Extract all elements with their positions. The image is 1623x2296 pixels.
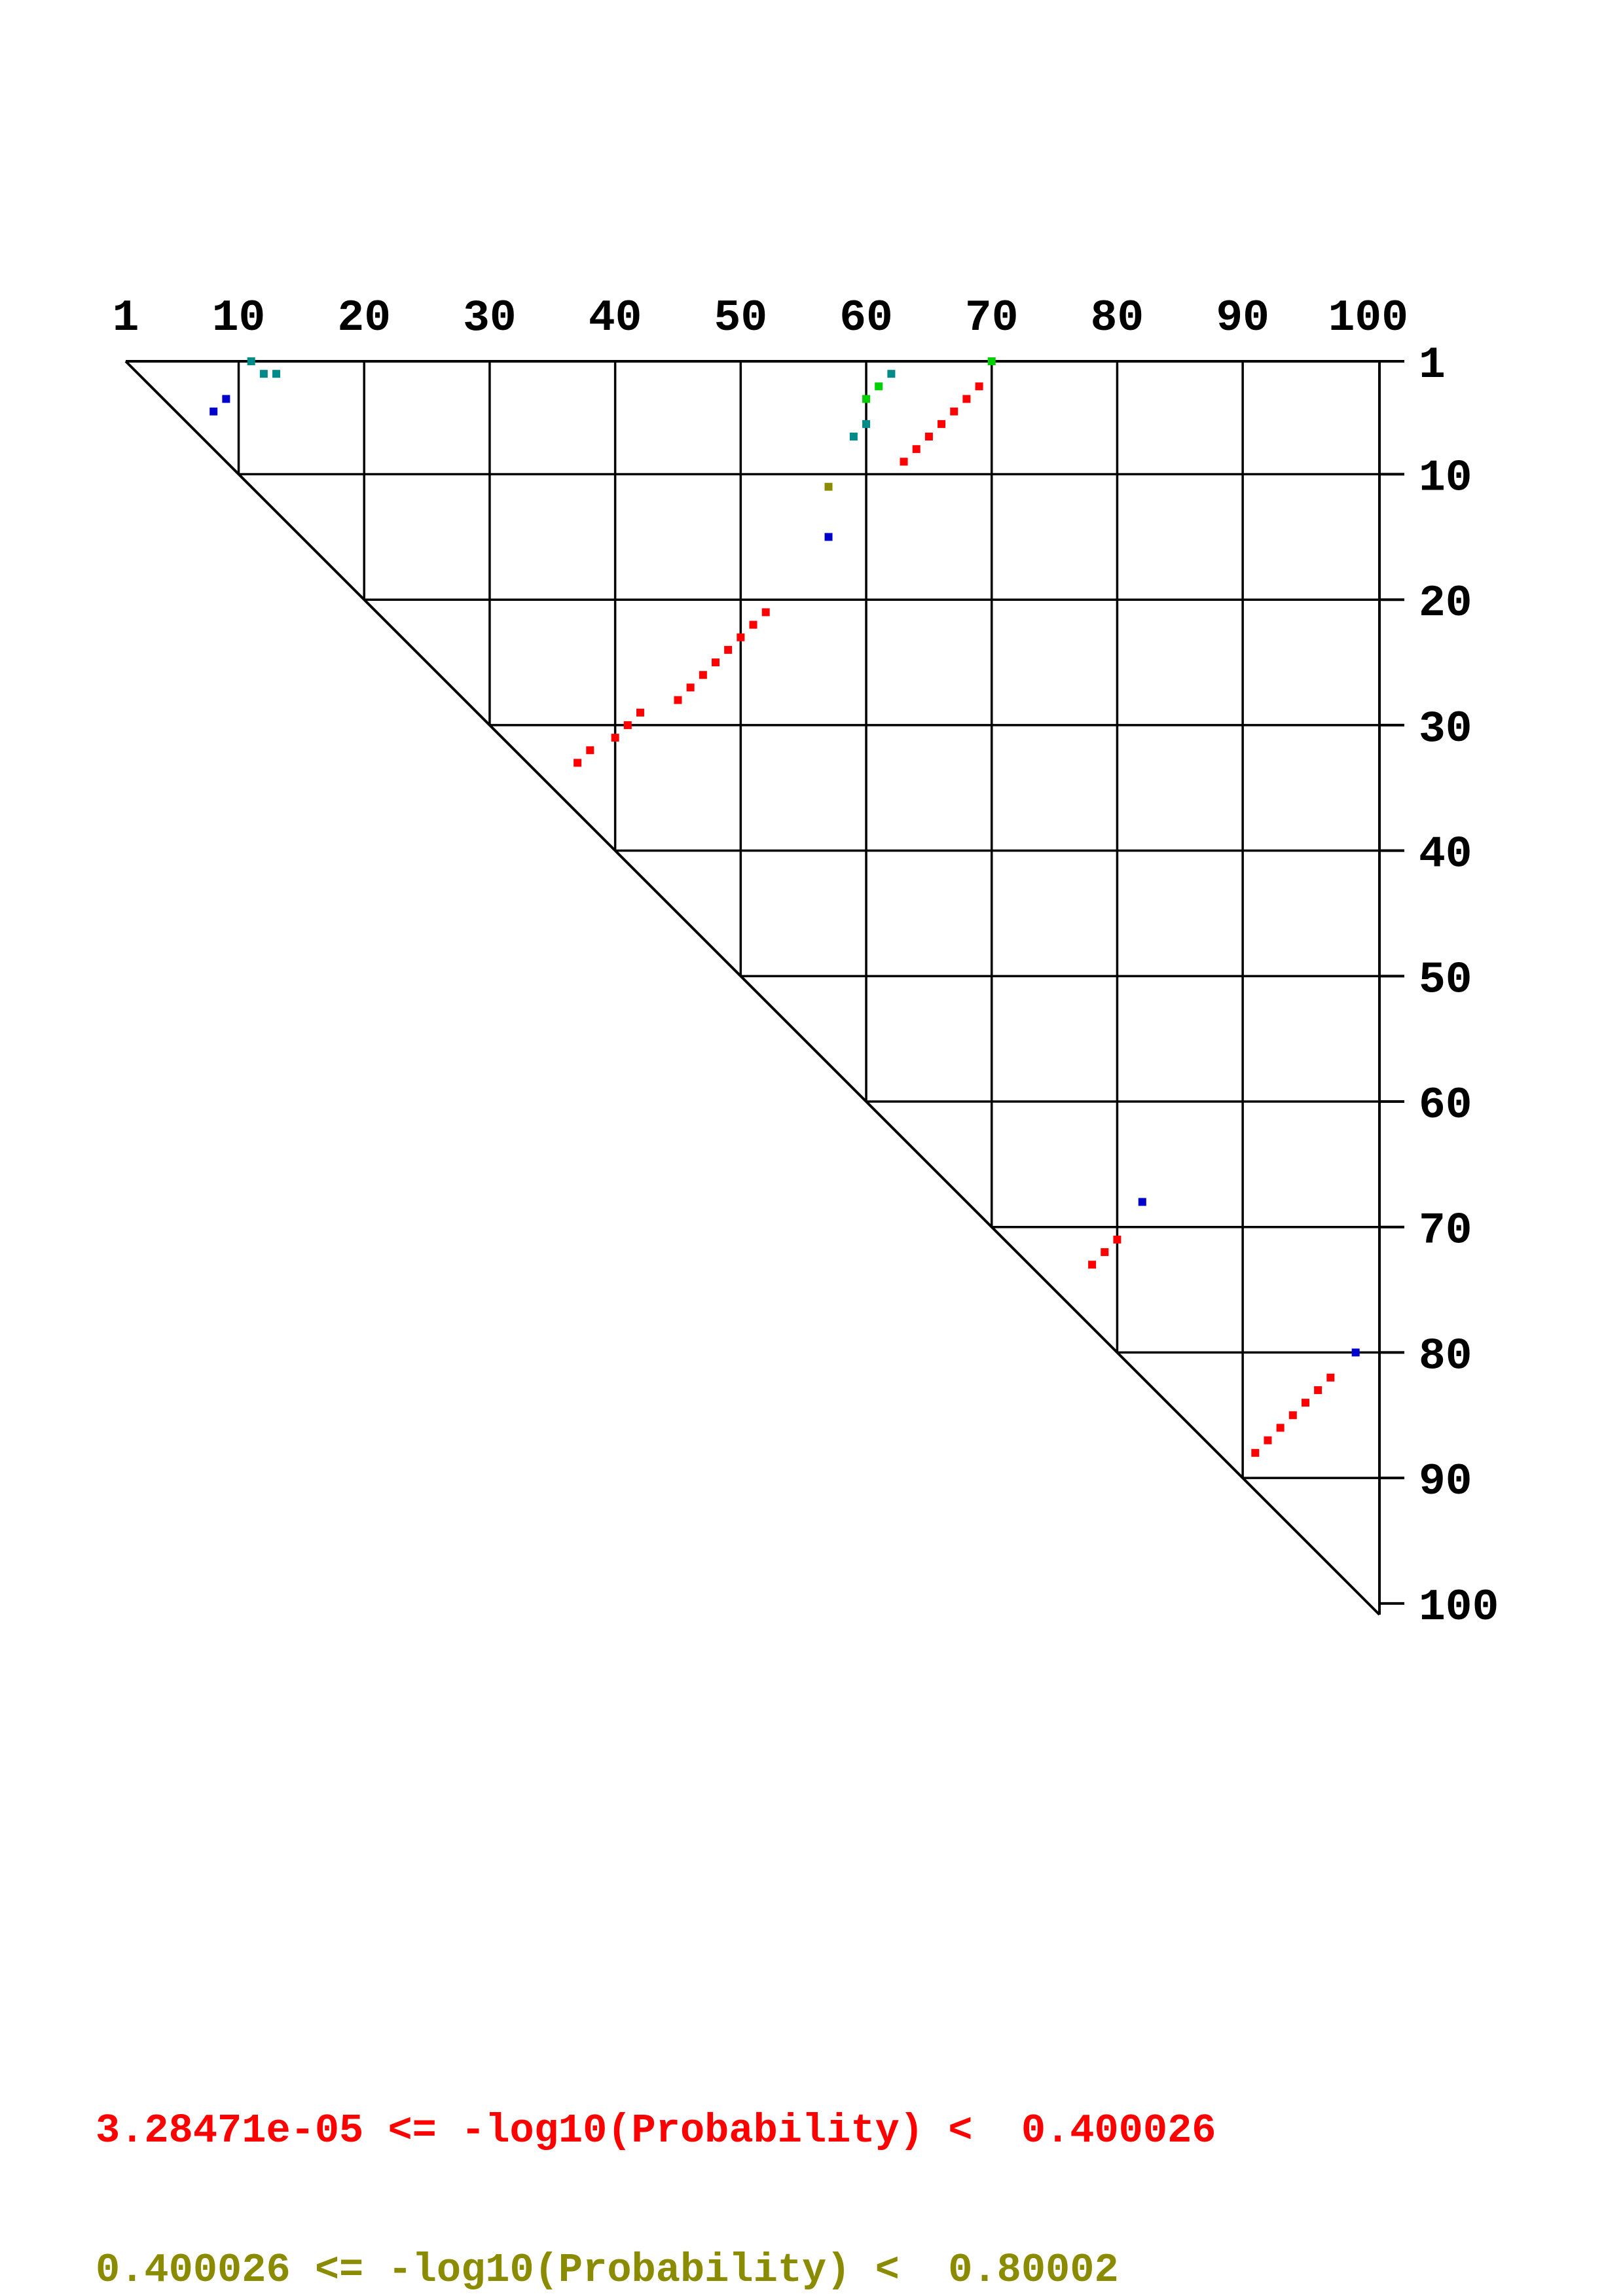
probability-dot	[1301, 1399, 1309, 1407]
probability-dot	[1276, 1424, 1285, 1432]
probability-dot	[824, 482, 833, 491]
probability-dot	[1113, 1235, 1122, 1244]
probability-dot	[987, 357, 996, 365]
top-axis-label: 1	[113, 293, 139, 344]
probability-dot	[1288, 1411, 1297, 1420]
top-axis-label: 30	[463, 293, 517, 344]
right-axis-label: 20	[1419, 579, 1472, 629]
probability-dot	[912, 445, 921, 454]
probability-dot	[900, 457, 908, 466]
probability-dot	[1088, 1261, 1097, 1269]
probability-dot	[875, 382, 883, 391]
top-axis-label: 10	[212, 293, 266, 344]
legend-line-olive: 0.400026 <= -log10(Probability) < 0.8000…	[96, 2247, 1119, 2293]
probability-dot	[247, 357, 255, 365]
probability-dot	[862, 420, 871, 428]
probability-dot	[699, 671, 707, 679]
probability-dot	[749, 620, 757, 629]
top-axis-label: 90	[1216, 293, 1269, 344]
probability-dot	[938, 420, 946, 428]
probability-dot	[574, 759, 582, 767]
top-axis-label: 40	[589, 293, 642, 344]
probability-dot	[887, 370, 896, 378]
probability-dot	[975, 382, 983, 391]
probability-dot	[849, 433, 858, 441]
probability-dot	[586, 746, 594, 755]
top-axis-label: 20	[337, 293, 391, 344]
probability-dot	[862, 395, 871, 403]
right-axis-label: 30	[1419, 704, 1472, 755]
probability-dot	[924, 433, 933, 441]
probability-dot	[1326, 1373, 1335, 1382]
probability-dot	[962, 395, 971, 403]
top-axis-label: 100	[1328, 293, 1408, 344]
probability-dot	[1101, 1248, 1109, 1257]
probability-dot	[674, 696, 682, 704]
right-axis-label: 60	[1419, 1081, 1472, 1131]
probability-dot	[636, 708, 644, 717]
frame-diagonal	[124, 360, 1381, 1616]
probability-dot	[737, 633, 745, 641]
right-axis-label: 10	[1419, 454, 1472, 504]
probability-dot	[824, 533, 833, 541]
probability-dot	[711, 658, 720, 667]
right-axis-label: 80	[1419, 1331, 1472, 1382]
right-axis-label: 40	[1419, 830, 1472, 880]
probability-dot	[210, 407, 218, 416]
top-axis-label: 80	[1091, 293, 1144, 344]
right-axis-label: 50	[1419, 955, 1472, 1005]
probability-dot	[272, 370, 281, 378]
probability-dot	[724, 645, 733, 654]
probability-dot	[611, 734, 619, 742]
top-axis-label: 50	[714, 293, 768, 344]
probability-dot	[686, 683, 695, 692]
probability-dot	[259, 370, 268, 378]
top-axis-label: 70	[965, 293, 1019, 344]
right-axis-label: 1	[1419, 340, 1446, 391]
dot-plot-svg: 1 1 10 10 20 20 30 30 40 40 50 50 60 60 70 70 80 80 90 90 10…	[113, 293, 1499, 1633]
right-axis-label: 70	[1419, 1206, 1472, 1257]
probability-dot	[1138, 1198, 1146, 1206]
probability-dot	[950, 407, 958, 416]
probability-dot	[222, 395, 230, 403]
right-axis-label: 90	[1419, 1457, 1472, 1507]
right-axis-label: 100	[1419, 1583, 1499, 1633]
probability-dot	[1314, 1386, 1322, 1394]
top-axis-label: 60	[839, 293, 893, 344]
probability-dot	[1351, 1348, 1360, 1357]
probability-dot	[623, 721, 632, 729]
probability-dot	[1264, 1436, 1272, 1444]
probability-dot	[1251, 1448, 1260, 1457]
legend: 3.28471e-05 <= -log10(Probability) < 0.4…	[96, 2015, 1216, 2296]
legend-line-red: 3.28471e-05 <= -log10(Probability) < 0.4…	[96, 2108, 1216, 2154]
probability-dot	[761, 608, 770, 617]
